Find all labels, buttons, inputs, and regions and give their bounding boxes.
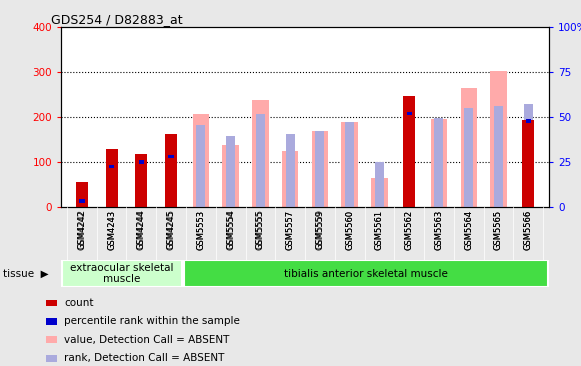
Bar <box>345 122 354 207</box>
Bar <box>523 104 533 207</box>
Bar <box>256 113 265 207</box>
Bar <box>193 114 209 207</box>
Bar <box>196 125 205 207</box>
Bar <box>76 182 88 207</box>
Text: GSM5560: GSM5560 <box>345 209 354 250</box>
Text: GSM5561: GSM5561 <box>375 209 384 250</box>
Text: GSM5559: GSM5559 <box>315 209 324 250</box>
Text: value, Detection Call = ABSENT: value, Detection Call = ABSENT <box>64 335 229 345</box>
Bar <box>286 134 295 207</box>
Bar <box>403 96 415 207</box>
Bar <box>371 178 388 207</box>
Bar <box>407 112 412 115</box>
FancyBboxPatch shape <box>62 261 182 287</box>
Bar <box>282 151 298 207</box>
Text: GSM5566: GSM5566 <box>523 209 533 250</box>
Text: GSM4243: GSM4243 <box>107 209 116 250</box>
Text: extraocular skeletal
muscle: extraocular skeletal muscle <box>70 263 174 284</box>
Bar <box>342 122 358 207</box>
Bar <box>135 154 148 207</box>
Bar <box>226 137 235 207</box>
Bar <box>46 299 58 306</box>
Bar <box>431 119 447 207</box>
Bar <box>375 163 384 207</box>
Bar <box>168 155 174 158</box>
Bar <box>490 71 507 207</box>
Text: GSM5565: GSM5565 <box>494 209 503 250</box>
Text: tissue  ▶: tissue ▶ <box>3 269 49 279</box>
FancyBboxPatch shape <box>184 261 548 287</box>
Bar <box>79 199 84 203</box>
Text: rank, Detection Call = ABSENT: rank, Detection Call = ABSENT <box>64 353 225 363</box>
Bar <box>139 160 144 164</box>
Bar <box>223 145 239 207</box>
Bar <box>522 120 534 207</box>
Bar <box>526 119 531 123</box>
Text: GSM5564: GSM5564 <box>464 209 473 250</box>
Bar <box>109 165 114 168</box>
Text: GSM4244: GSM4244 <box>137 209 146 250</box>
Bar <box>46 318 58 325</box>
Text: GSM5563: GSM5563 <box>435 209 443 250</box>
Bar <box>252 100 268 207</box>
Text: GDS254 / D82883_at: GDS254 / D82883_at <box>51 13 183 26</box>
Text: GSM5555: GSM5555 <box>256 209 265 250</box>
Text: GSM4245: GSM4245 <box>167 209 175 250</box>
Bar <box>312 131 328 207</box>
Bar <box>46 336 58 343</box>
Bar <box>165 134 177 207</box>
Text: tibialis anterior skeletal muscle: tibialis anterior skeletal muscle <box>284 269 448 279</box>
Text: count: count <box>64 298 94 308</box>
Bar <box>46 355 58 362</box>
Bar <box>315 131 324 207</box>
Text: percentile rank within the sample: percentile rank within the sample <box>64 317 240 326</box>
Text: GSM5562: GSM5562 <box>405 209 414 250</box>
Bar <box>435 118 443 207</box>
Text: GSM5553: GSM5553 <box>196 209 205 250</box>
Text: GSM4242: GSM4242 <box>77 209 87 250</box>
Text: GSM5554: GSM5554 <box>226 209 235 250</box>
Bar <box>461 88 477 207</box>
Bar <box>494 106 503 207</box>
Text: GSM5557: GSM5557 <box>286 209 295 250</box>
Bar <box>106 149 117 207</box>
Bar <box>464 108 473 207</box>
